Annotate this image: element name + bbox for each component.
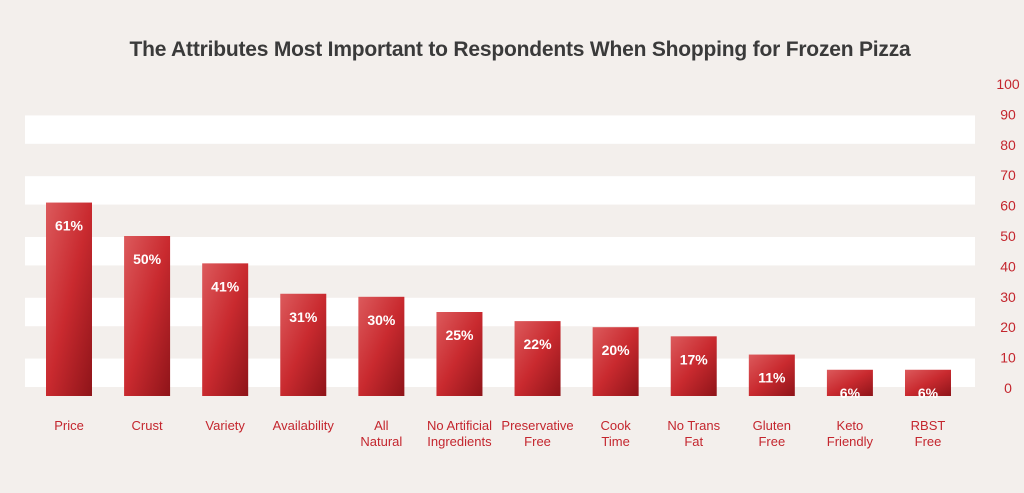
y-tick-label: 70 [1000, 167, 1016, 183]
bar [905, 369, 951, 396]
bar [436, 312, 483, 396]
y-tick-label: 60 [1000, 198, 1016, 214]
bar [280, 293, 327, 396]
data-label: 30% [367, 312, 396, 328]
data-label: 41% [211, 278, 240, 294]
bar [670, 336, 717, 396]
x-tick-label: Preservative Free [501, 418, 573, 449]
bar [514, 321, 561, 396]
y-tick-label: 10 [1000, 350, 1016, 366]
bar-group: 61% 50% 41% 31% 30% 25% 22% 20% 17% 11% 6% 6% [46, 202, 951, 401]
data-label: 31% [289, 309, 318, 325]
grid-bands [25, 115, 975, 387]
data-label: 22% [524, 336, 553, 352]
data-label: 17% [680, 351, 709, 367]
data-label: 61% [55, 218, 84, 234]
data-label: 50% [133, 251, 162, 267]
y-tick-label: 50 [1000, 228, 1016, 244]
y-tick-label: 100 [996, 76, 1020, 92]
bar [358, 296, 405, 396]
x-tick-label: No Trans Fat [667, 418, 720, 449]
x-tick-label: All Natural [360, 418, 402, 449]
x-tick-label: Crust [132, 418, 163, 433]
y-tick-label: 90 [1000, 106, 1016, 122]
x-tick-label: Keto Friendly [827, 418, 874, 449]
x-tick-label: Gluten Free [753, 418, 791, 449]
bar [46, 202, 92, 396]
grid-band [25, 237, 975, 266]
x-tick-label: Availability [273, 418, 335, 433]
y-tick-label: 0 [1004, 380, 1012, 396]
x-axis: Price Crust Variety Availability All Natural N… [54, 418, 945, 449]
y-tick-label: 30 [1000, 289, 1016, 305]
x-tick-label: Price [54, 418, 84, 433]
bar [202, 263, 249, 396]
grid-band [25, 115, 975, 144]
data-label: 6% [840, 385, 861, 401]
grid-band [25, 297, 975, 327]
chart-title: The Attributes Most Important to Respond… [129, 38, 911, 61]
data-label: 6% [918, 385, 939, 401]
x-tick-label: No Artificial Ingredients [427, 418, 492, 449]
grid-band [25, 358, 975, 387]
data-label: 25% [445, 327, 474, 343]
x-tick-label: Cook Time [600, 418, 631, 449]
bar [592, 327, 639, 396]
data-label: 11% [758, 370, 786, 386]
y-tick-label: 20 [1000, 319, 1016, 335]
y-tick-label: 80 [1000, 137, 1016, 153]
bar [826, 369, 873, 396]
bar [748, 354, 795, 396]
grid-band [25, 176, 975, 205]
y-axis: 0 10 20 30 40 50 60 70 80 90 100 [996, 76, 1020, 396]
y-tick-label: 40 [1000, 258, 1016, 274]
bar [124, 236, 171, 396]
x-tick-label: RBST Free [911, 418, 946, 449]
data-label: 20% [602, 342, 631, 358]
x-tick-label: Variety [205, 418, 245, 433]
